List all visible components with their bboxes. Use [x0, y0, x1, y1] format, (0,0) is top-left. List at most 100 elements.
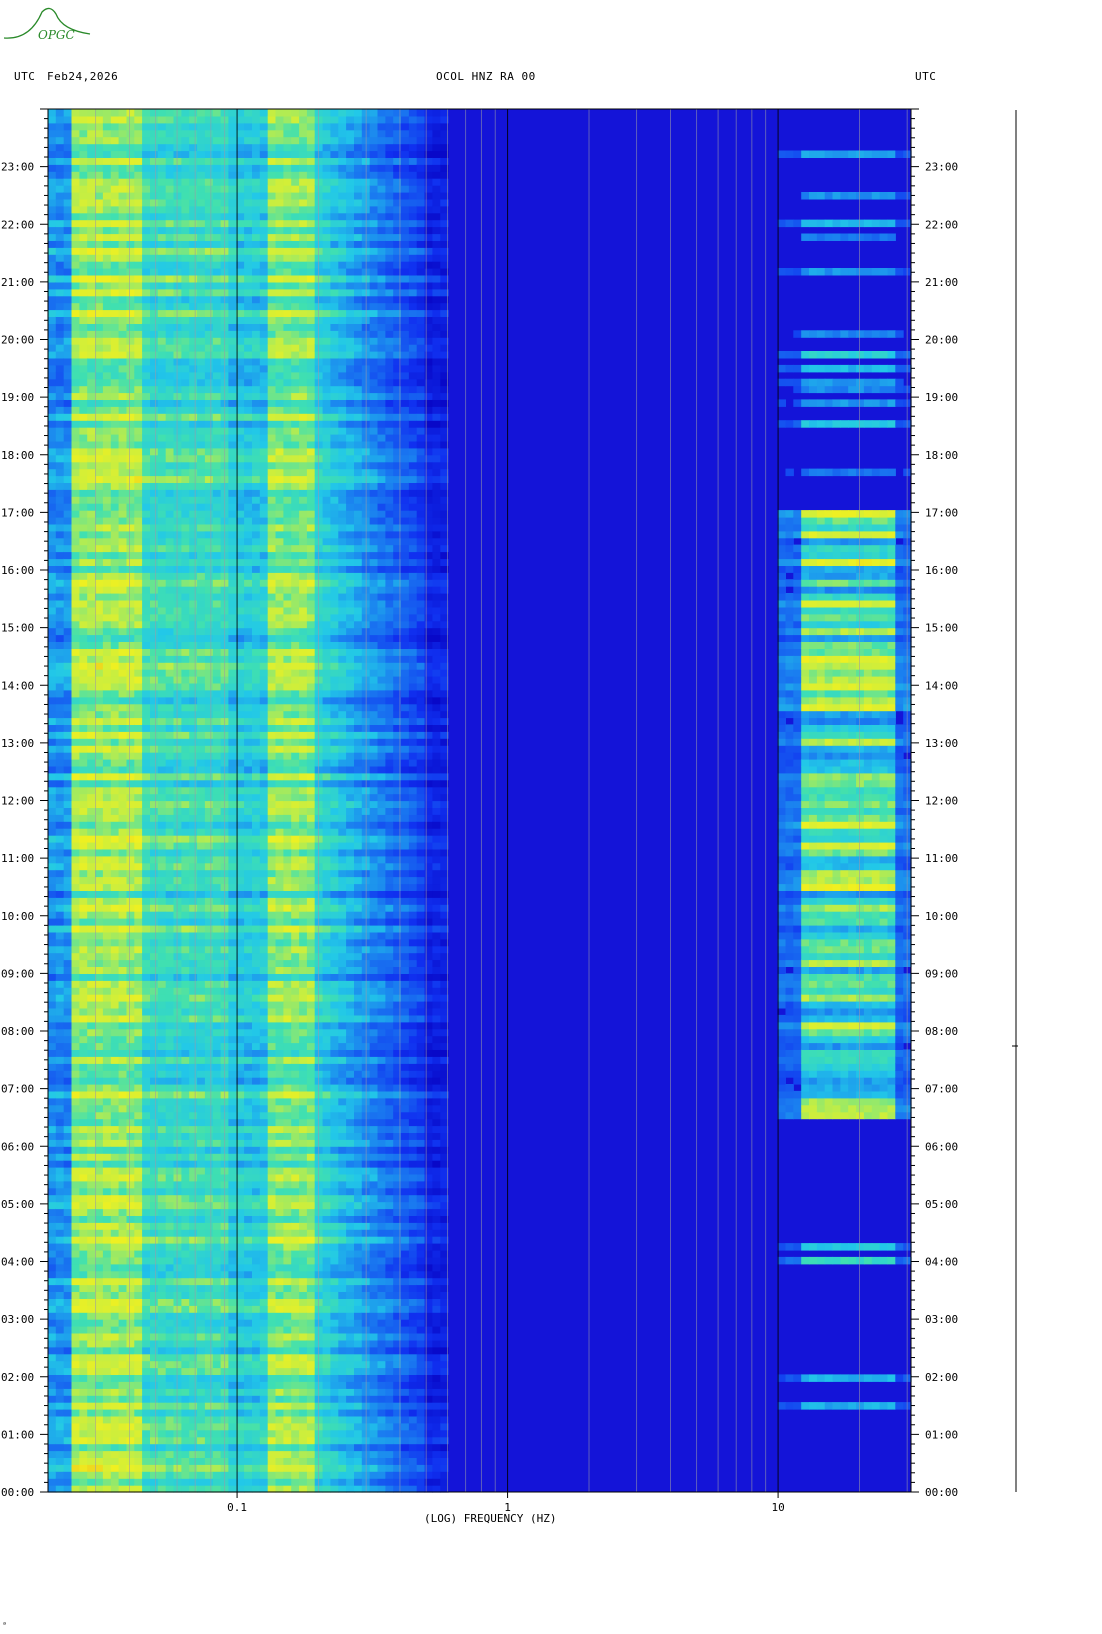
heatmap-cell	[189, 738, 198, 746]
heatmap-cell	[212, 1367, 222, 1375]
heatmap-cell	[55, 1429, 65, 1438]
heatmap-cell	[212, 198, 222, 207]
heatmap-cell	[236, 696, 245, 705]
heatmap-cell	[71, 233, 80, 241]
heatmap-cell	[157, 738, 167, 746]
heatmap-cell	[197, 198, 206, 207]
heatmap-cell	[102, 129, 112, 138]
heatmap-cell	[212, 980, 222, 988]
heatmap-cell	[95, 959, 104, 967]
heatmap-cell	[197, 1194, 206, 1203]
heatmap-cell	[55, 420, 65, 428]
heatmap-cell	[126, 579, 135, 587]
heatmap-cell	[212, 1001, 222, 1009]
heatmap-cell	[165, 689, 175, 698]
heatmap-cell	[55, 143, 65, 152]
heatmap-cell	[134, 1284, 143, 1292]
heatmap-cell	[181, 1215, 190, 1223]
heatmap-cell	[55, 281, 65, 290]
heatmap-cell	[79, 129, 88, 138]
heatmap-cell	[87, 980, 96, 988]
heatmap-cell	[204, 682, 214, 691]
heatmap-cell	[71, 1415, 80, 1424]
heatmap-cell	[126, 275, 135, 283]
heatmap-cell	[79, 482, 88, 490]
heatmap-cell	[102, 268, 112, 276]
heatmap-cell	[181, 330, 190, 338]
heatmap-cell	[157, 1457, 167, 1465]
heatmap-cell	[236, 226, 245, 235]
heatmap-cell	[48, 848, 57, 857]
heatmap-cell	[55, 1056, 65, 1064]
heatmap-cell	[173, 1229, 182, 1237]
heatmap-cell	[118, 1084, 127, 1092]
heatmap-cell	[181, 1146, 190, 1154]
heatmap-cell	[87, 828, 96, 836]
heatmap-cell	[134, 164, 143, 172]
heatmap-cell	[236, 1360, 245, 1369]
heatmap-cell	[142, 1187, 151, 1196]
heatmap-cell	[110, 779, 120, 788]
heatmap-cell	[181, 1429, 190, 1438]
heatmap-cell	[55, 136, 65, 145]
heatmap-cell	[157, 994, 167, 1002]
heatmap-cell	[173, 662, 182, 670]
heatmap-cell	[212, 1139, 222, 1147]
heatmap-cell	[204, 1111, 214, 1120]
heatmap-cell	[102, 392, 112, 400]
heatmap-cell	[102, 613, 112, 622]
heatmap-cell	[95, 1063, 104, 1071]
heatmap-cell	[48, 544, 57, 553]
heatmap-cell	[71, 1339, 80, 1348]
heatmap-cell	[55, 1326, 65, 1334]
heatmap-cell	[236, 1111, 245, 1120]
heatmap-cell	[71, 1173, 80, 1182]
heatmap-cell	[55, 351, 65, 359]
heatmap-cell	[150, 427, 159, 435]
heatmap-cell	[102, 164, 112, 172]
heatmap-cell	[157, 579, 167, 587]
heatmap-cell	[87, 1395, 96, 1403]
heatmap-cell	[110, 911, 120, 919]
heatmap-cell	[165, 517, 175, 525]
heatmap-cell	[150, 1250, 159, 1258]
heatmap-cell	[189, 1415, 198, 1424]
heatmap-cell	[71, 440, 80, 449]
heatmap-cell	[71, 281, 80, 290]
heatmap-cell	[204, 205, 214, 214]
heatmap-cell	[87, 765, 96, 774]
heatmap-cell	[118, 1215, 127, 1223]
heatmap-cell	[236, 952, 245, 961]
heatmap-cell	[55, 1409, 65, 1417]
heatmap-cell	[102, 994, 112, 1002]
heatmap-cell	[236, 275, 245, 283]
heatmap-cell	[48, 1090, 57, 1099]
heatmap-cell	[126, 842, 135, 850]
heatmap-cell	[189, 835, 198, 843]
heatmap-cell	[228, 434, 237, 442]
heatmap-cell	[110, 1277, 120, 1286]
heatmap-cell	[181, 1291, 190, 1299]
heatmap-cell	[181, 275, 190, 283]
heatmap-cell	[87, 1270, 96, 1279]
heatmap-cell	[118, 966, 127, 974]
heatmap-cell	[173, 1436, 182, 1445]
heatmap-cell	[110, 710, 120, 719]
heatmap-cell	[110, 565, 120, 573]
heatmap-cell	[181, 551, 190, 560]
heatmap-cell	[95, 703, 104, 712]
heatmap-cell	[102, 537, 112, 546]
heatmap-cell	[204, 669, 214, 677]
heatmap-cell	[157, 503, 167, 511]
heatmap-cell	[165, 655, 175, 663]
heatmap-cell	[79, 413, 88, 421]
heatmap-cell	[150, 662, 159, 670]
heatmap-cell	[95, 544, 104, 553]
heatmap-cell	[134, 807, 143, 815]
heatmap-cell	[134, 1319, 143, 1327]
heatmap-cell	[134, 1346, 143, 1355]
heatmap-cell	[142, 136, 151, 145]
heatmap-cell	[118, 1042, 127, 1050]
heatmap-cell	[134, 351, 143, 359]
heatmap-cell	[126, 337, 135, 345]
